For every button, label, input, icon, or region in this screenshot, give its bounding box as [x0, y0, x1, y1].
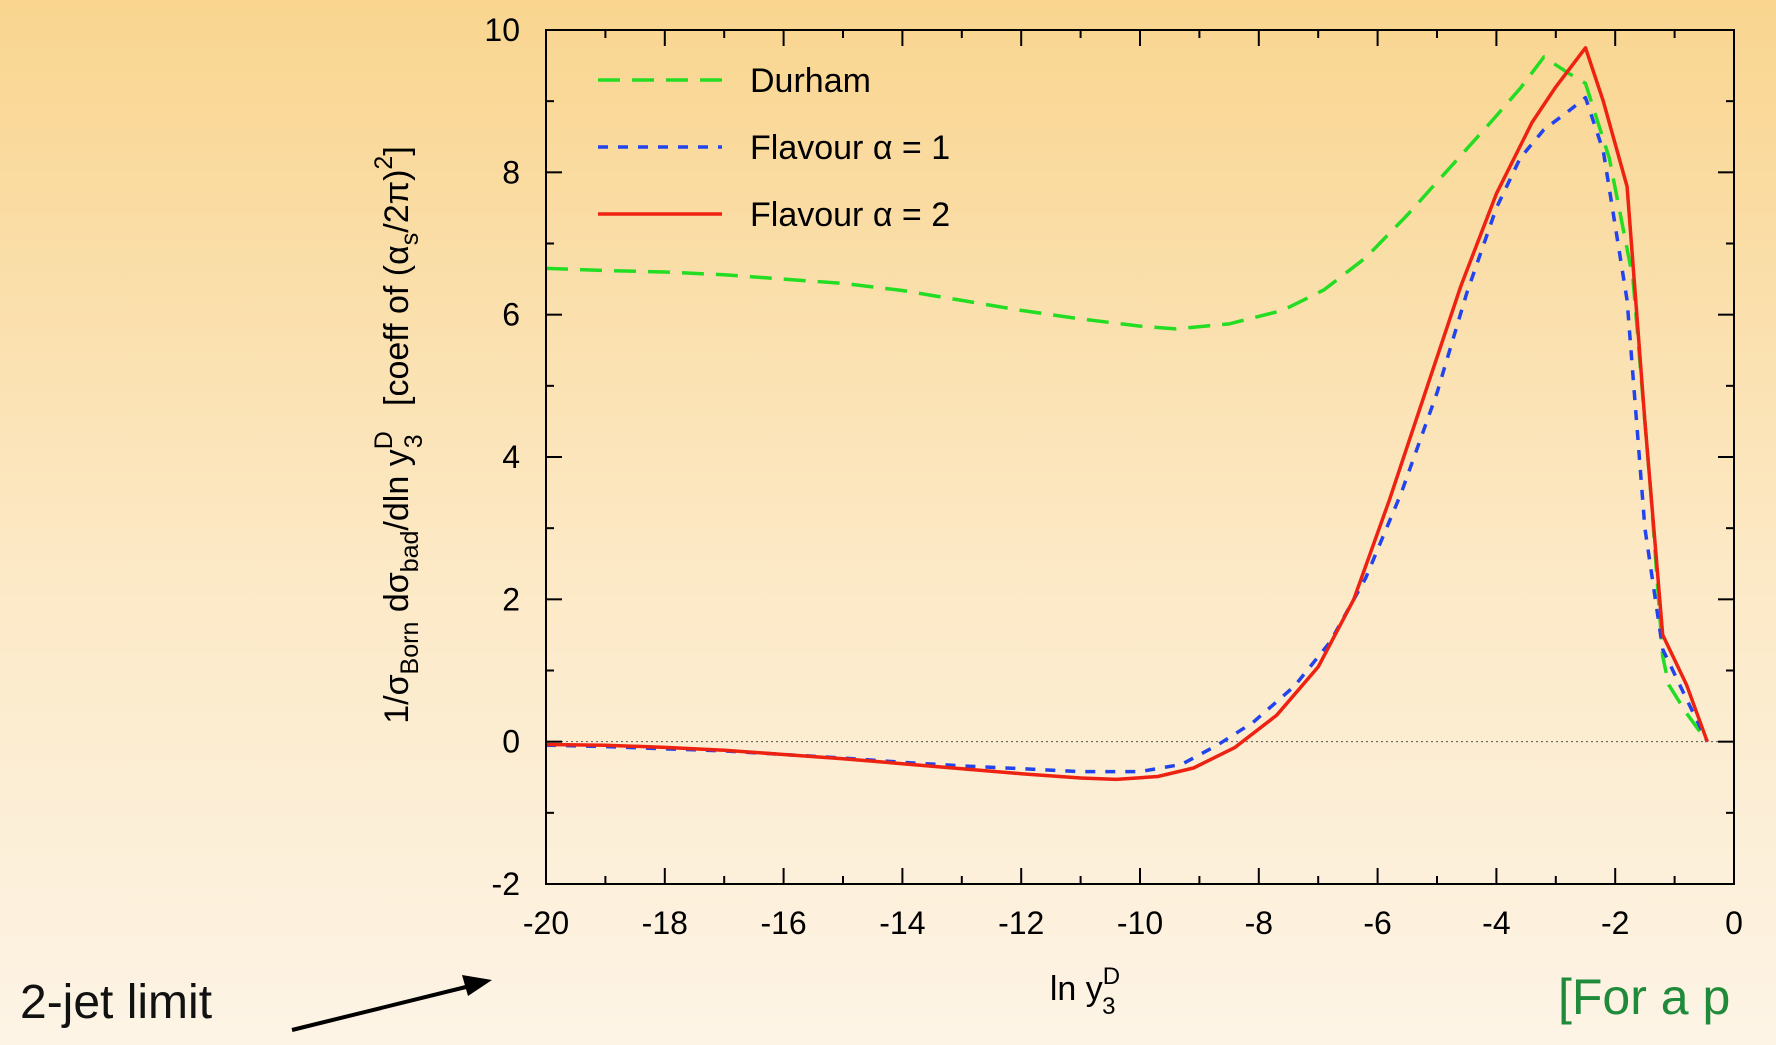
x-axis-title: ln yD 3	[1050, 963, 1120, 1020]
legend-label-flavour-2: Flavour α = 2	[750, 196, 950, 234]
note-label: [For a p	[1558, 969, 1731, 1025]
series-line-flavour-1	[545, 95, 1709, 774]
y-axis-title-mid2: /dln y	[378, 449, 416, 530]
legend: Durham Flavour α = 1 Flavour α = 2	[598, 62, 950, 234]
two-jet-limit-label: 2-jet limit	[20, 976, 213, 1029]
y-tick-label: 4	[502, 439, 520, 475]
y-tick-labels: -2 0 2 4 6 8 10	[484, 12, 520, 902]
x-tick-label: -8	[1245, 905, 1273, 941]
y-axis-title-sup3: D	[370, 431, 398, 449]
series-line-flavour-2	[545, 46, 1709, 782]
x-tick-label: -20	[523, 905, 569, 941]
x-tick-label: -4	[1482, 905, 1510, 941]
x-tick-label: -18	[642, 905, 688, 941]
y-axis-title-bracket-mid: /2π)	[378, 170, 416, 233]
arrow-icon	[291, 975, 492, 1032]
y-tick-label: 0	[502, 724, 520, 760]
x-tick-label: -2	[1601, 905, 1629, 941]
ticks-group	[545, 29, 1735, 885]
x-tick-label: -10	[1117, 905, 1163, 941]
x-tick-label: -14	[879, 905, 925, 941]
y-tick-label: 8	[502, 154, 520, 190]
x-tick-label: -16	[760, 905, 806, 941]
y-axis-title-sub1: Born	[396, 622, 424, 675]
x-tick-label: -12	[998, 905, 1044, 941]
y-axis-title: 1/σBorn dσbad/dln yD3 [coeff of (αs/2π)2…	[370, 146, 428, 724]
x-axis-title-sup: D	[1103, 963, 1120, 990]
legend-label-flavour-1: Flavour α = 1	[750, 129, 950, 167]
x-axis-title-base: ln y	[1050, 970, 1103, 1008]
y-axis-title-mid: dσ	[378, 572, 416, 621]
y-tick-label: 6	[502, 297, 520, 333]
y-tick-label: 10	[484, 12, 520, 48]
series-group	[545, 46, 1709, 782]
legend-label-durham: Durham	[750, 62, 871, 100]
x-tick-label: -6	[1363, 905, 1391, 941]
y-axis-title-pre: 1/σ	[378, 674, 416, 723]
y-axis-title-sub2: bad	[396, 531, 424, 573]
y-axis-title-bracket-pre: [coeff of (α	[378, 245, 416, 434]
x-tick-label: 0	[1725, 905, 1743, 941]
y-axis-title-bracket-end: ]	[378, 146, 416, 155]
x-tick-labels: -20 -18 -16 -14 -12 -10 -8 -6 -4 -2 0	[523, 905, 1743, 941]
y-axis-title-bracket-sub: s	[396, 233, 424, 246]
y-tick-label: -2	[492, 866, 520, 902]
series-line-durham	[545, 55, 1709, 743]
y-axis-title-bracket-sup: 2	[370, 156, 398, 170]
y-axis-title-sub3: 3	[400, 434, 428, 448]
x-axis-title-sub: 3	[1102, 993, 1115, 1020]
plot-frame	[545, 29, 1735, 885]
y-tick-label: 2	[502, 581, 520, 617]
